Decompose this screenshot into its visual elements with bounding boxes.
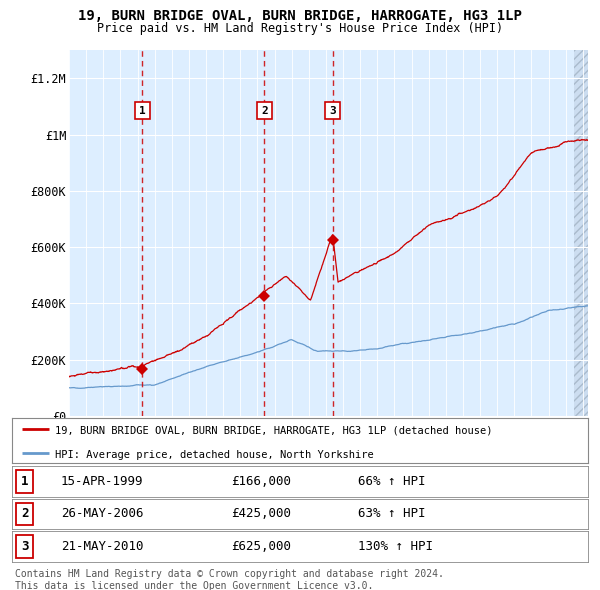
- Text: 130% ↑ HPI: 130% ↑ HPI: [358, 540, 433, 553]
- Bar: [574, 50, 588, 416]
- Text: Price paid vs. HM Land Registry's House Price Index (HPI): Price paid vs. HM Land Registry's House …: [97, 22, 503, 35]
- Text: 63% ↑ HPI: 63% ↑ HPI: [358, 507, 425, 520]
- Text: 19, BURN BRIDGE OVAL, BURN BRIDGE, HARROGATE, HG3 1LP: 19, BURN BRIDGE OVAL, BURN BRIDGE, HARRO…: [78, 9, 522, 23]
- Text: 26-MAY-2006: 26-MAY-2006: [61, 507, 143, 520]
- Text: 21-MAY-2010: 21-MAY-2010: [61, 540, 143, 553]
- Text: 19, BURN BRIDGE OVAL, BURN BRIDGE, HARROGATE, HG3 1LP (detached house): 19, BURN BRIDGE OVAL, BURN BRIDGE, HARRO…: [55, 425, 493, 435]
- Text: £625,000: £625,000: [231, 540, 291, 553]
- Text: HPI: Average price, detached house, North Yorkshire: HPI: Average price, detached house, Nort…: [55, 450, 374, 460]
- Text: 2: 2: [21, 507, 28, 520]
- Text: 15-APR-1999: 15-APR-1999: [61, 475, 143, 488]
- Text: £425,000: £425,000: [231, 507, 291, 520]
- Text: £166,000: £166,000: [231, 475, 291, 488]
- Text: Contains HM Land Registry data © Crown copyright and database right 2024.
This d: Contains HM Land Registry data © Crown c…: [15, 569, 444, 590]
- Text: 1: 1: [139, 106, 146, 116]
- Text: 3: 3: [21, 540, 28, 553]
- Text: 3: 3: [329, 106, 336, 116]
- Text: 66% ↑ HPI: 66% ↑ HPI: [358, 475, 425, 488]
- Text: 1: 1: [21, 475, 28, 488]
- Text: 2: 2: [261, 106, 268, 116]
